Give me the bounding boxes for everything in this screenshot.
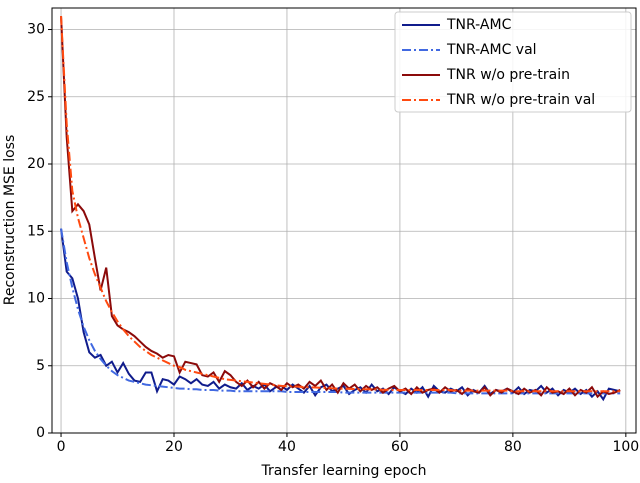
- x-tick-label: 0: [57, 439, 66, 455]
- x-tick-label: 100: [612, 439, 639, 455]
- x-tick-label: 40: [278, 439, 296, 455]
- series-line: [60, 16, 621, 393]
- series-line: [60, 228, 621, 395]
- legend-label: TNR-AMC val: [446, 42, 537, 58]
- legend-label: TNR-AMC: [446, 17, 512, 33]
- plot-frame: [51, 7, 637, 434]
- x-tick-label: 60: [391, 439, 409, 455]
- y-tick-label: 25: [27, 89, 45, 105]
- y-tick-label: 30: [27, 22, 45, 38]
- y-tick-label: 0: [36, 425, 45, 441]
- y-tick-label: 15: [27, 223, 45, 239]
- y-tick-label: 20: [27, 156, 45, 172]
- series-line: [60, 228, 621, 402]
- legend-label: TNR w/o pre-train val: [446, 92, 595, 108]
- x-axis-label: Transfer learning epoch: [261, 463, 427, 479]
- y-tick-label: 5: [36, 358, 45, 374]
- x-tick-label: 20: [165, 439, 183, 455]
- legend-box: [394, 11, 632, 113]
- y-tick-label: 10: [27, 291, 45, 307]
- y-axis-label: Reconstruction MSE loss: [2, 135, 18, 306]
- legend-label: TNR w/o pre-train: [446, 67, 570, 83]
- x-tick-label: 80: [504, 439, 522, 455]
